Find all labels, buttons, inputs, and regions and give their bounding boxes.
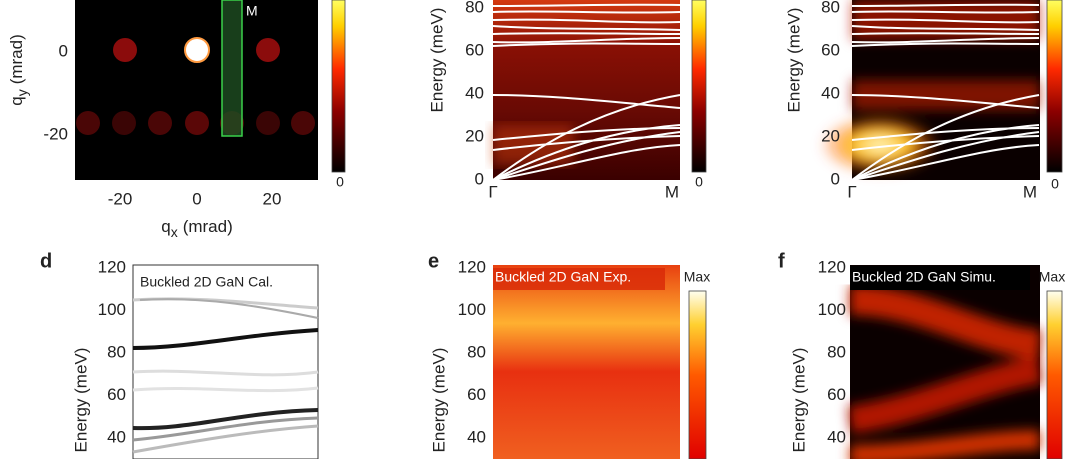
unit: (mrad) — [183, 217, 233, 236]
panel-a: M 0 0 -20 -20 0 20 qx (mrad) qy(mrad) — [7, 0, 346, 240]
panel-d: d Buckled 2D GaN Cal. Energy (meV) 120 10… — [40, 250, 319, 459]
panel-c: 0 Γ M Energy (meV) 80 60 40 20 0 — [784, 0, 1063, 201]
integration-window — [221, 0, 243, 137]
y-axis-label: Energy (meV) — [427, 8, 446, 113]
y-tick-label: 120 — [98, 257, 126, 276]
symbol: q — [161, 217, 170, 236]
y-tick-label: 60 — [827, 385, 846, 404]
y-tick-label: 60 — [465, 40, 484, 59]
colorbar-max: Max — [684, 269, 710, 285]
y-tick-label: -20 — [43, 124, 68, 143]
y-tick-label: 60 — [107, 385, 126, 404]
y-tick-label: 100 — [818, 300, 846, 319]
x-tick-label: Γ — [847, 182, 856, 201]
y-tick-label: 40 — [107, 427, 126, 446]
panel-title: Buckled 2D GaN Simu. — [852, 269, 996, 285]
panel-letter: f — [778, 250, 785, 272]
y-tick-label: 80 — [821, 0, 840, 16]
y-tick-label: 40 — [821, 83, 840, 102]
colorbar-max: Max — [1039, 269, 1065, 285]
colorbar — [688, 290, 707, 459]
panel-b: 0 Γ M Energy (meV) 80 60 40 20 0 — [427, 0, 707, 201]
y-axis-label: Energy (meV) — [784, 8, 803, 113]
diffraction-image — [75, 0, 318, 180]
panel-e: e Buckled 2D GaN Exp. Max Energy (meV) 1… — [428, 250, 710, 459]
intensity-map — [493, 265, 680, 459]
marker-label: M — [246, 3, 258, 19]
calculation-map — [132, 264, 319, 459]
y-tick-label: 20 — [821, 126, 840, 145]
panel-title: Buckled 2D GaN Exp. — [495, 269, 631, 285]
panel-title: Buckled 2D GaN Cal. — [140, 274, 273, 290]
subscript: x — [171, 224, 178, 240]
y-tick-label: 60 — [821, 40, 840, 59]
colorbar-min: 0 — [336, 174, 344, 190]
y-tick-label: 0 — [831, 169, 840, 188]
calculated-bands — [132, 297, 319, 454]
y-tick-label: 20 — [465, 126, 484, 145]
y-tick-label: 120 — [818, 257, 846, 276]
panel-letter: e — [428, 250, 439, 272]
y-tick-label: 60 — [467, 385, 486, 404]
subscript: y — [14, 89, 30, 96]
y-axis-label: qy (mrad) — [7, 34, 29, 106]
x-axis-label: qx (mrad) — [161, 217, 233, 239]
x-tick-label: 20 — [263, 189, 282, 208]
y-tick-label: 80 — [107, 342, 126, 361]
x-tick-label: Γ — [488, 182, 497, 201]
y-tick-label: 40 — [467, 427, 486, 446]
y-tick-label: 0 — [59, 41, 68, 60]
y-tick-label: 120 — [458, 257, 486, 276]
y-tick-label: 0 — [475, 169, 484, 188]
y-tick-label: 40 — [827, 427, 846, 446]
x-tick-label: M — [665, 182, 679, 201]
colorbar — [691, 0, 707, 173]
y-axis-label: Energy (meV) — [71, 348, 90, 453]
y-axis-label: Energy (meV) — [429, 348, 448, 453]
y-tick-label: 100 — [458, 300, 486, 319]
colorbar — [331, 0, 346, 173]
unit: (mrad) — [7, 34, 26, 84]
y-tick-label: 80 — [465, 0, 484, 16]
y-axis-label: Energy (meV) — [789, 348, 808, 453]
symbol: q — [7, 96, 26, 105]
y-tick-label: 40 — [465, 83, 484, 102]
colorbar-min: 0 — [1051, 176, 1059, 192]
panel-f: f Buckled 2D GaN Simu. Max Energy (meV) … — [778, 250, 1065, 459]
y-tick-label: 80 — [827, 342, 846, 361]
x-tick-label: 0 — [192, 189, 201, 208]
x-tick-label: -20 — [108, 189, 133, 208]
x-tick-label: M — [1023, 182, 1037, 201]
colorbar — [1046, 290, 1063, 459]
y-tick-label: 100 — [98, 300, 126, 319]
y-tick-label: 80 — [467, 342, 486, 361]
panel-letter: d — [40, 250, 52, 272]
title-box — [135, 270, 315, 294]
colorbar-min: 0 — [695, 174, 703, 190]
colorbar — [1046, 0, 1063, 173]
